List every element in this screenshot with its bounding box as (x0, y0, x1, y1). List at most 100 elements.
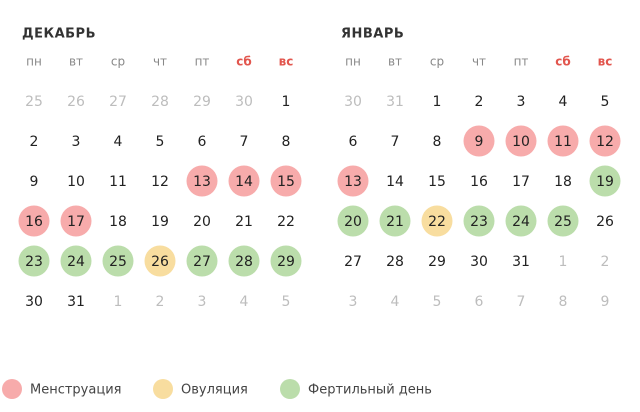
day: 26 (596, 214, 614, 230)
day-highlight (463, 125, 495, 157)
legend-swatch (2, 379, 22, 399)
legend-label: Менструация (30, 383, 121, 398)
day-highlight (421, 205, 453, 237)
day-highlight (186, 245, 218, 277)
day: 21 (235, 214, 253, 230)
weekday: вс (598, 55, 613, 69)
day: 21 (386, 214, 404, 230)
day: 10 (67, 174, 85, 190)
day-highlight (60, 205, 92, 237)
day: 1 (114, 294, 123, 310)
legend-swatch (153, 379, 173, 399)
weekday: вт (69, 55, 83, 69)
legend-swatch (280, 379, 300, 399)
day: 18 (109, 214, 127, 230)
day: 7 (517, 294, 526, 310)
day: 30 (25, 294, 43, 310)
day-highlight (186, 165, 218, 197)
day: 7 (391, 134, 400, 150)
day: 27 (344, 254, 362, 270)
day: 31 (67, 294, 85, 310)
legend-label: Овуляция (181, 383, 248, 398)
day: 22 (428, 214, 446, 230)
day-highlight (505, 205, 537, 237)
day: 30 (344, 94, 362, 110)
day: 26 (67, 94, 85, 110)
weekday: пт (195, 55, 210, 69)
day: 31 (386, 94, 404, 110)
day: 17 (512, 174, 530, 190)
day: 17 (67, 214, 85, 230)
weekday: вс (279, 55, 294, 69)
day: 1 (559, 254, 568, 270)
day: 19 (596, 174, 614, 190)
day: 5 (156, 134, 165, 150)
day-highlight (60, 245, 92, 277)
day: 2 (156, 294, 165, 310)
weekday: чт (472, 55, 486, 69)
day: 10 (512, 134, 530, 150)
day: 27 (109, 94, 127, 110)
day-highlight (18, 245, 50, 277)
day: 18 (554, 174, 572, 190)
day: 14 (235, 174, 253, 190)
day: 29 (193, 94, 211, 110)
day: 5 (282, 294, 291, 310)
day: 28 (151, 94, 169, 110)
day: 27 (193, 254, 211, 270)
day: 20 (193, 214, 211, 230)
day: 1 (433, 94, 442, 110)
day-highlight (547, 125, 579, 157)
day: 8 (559, 294, 568, 310)
day-highlight (379, 205, 411, 237)
day: 15 (277, 174, 295, 190)
day: 30 (470, 254, 488, 270)
weekday: ср (111, 55, 125, 69)
weekday: чт (153, 55, 167, 69)
day: 28 (386, 254, 404, 270)
day-highlight (589, 125, 621, 157)
day: 6 (475, 294, 484, 310)
day: 2 (601, 254, 610, 270)
day-highlight (270, 165, 302, 197)
day-highlight (547, 205, 579, 237)
day: 4 (559, 94, 568, 110)
day: 14 (386, 174, 404, 190)
day: 31 (512, 254, 530, 270)
day-highlight (589, 165, 621, 197)
month-title: ЯНВАРЬ (341, 27, 404, 42)
day: 9 (601, 294, 610, 310)
day: 4 (240, 294, 249, 310)
day: 3 (517, 94, 526, 110)
day: 4 (114, 134, 123, 150)
day: 8 (282, 134, 291, 150)
day-highlight (228, 165, 260, 197)
weekday: сб (236, 55, 252, 69)
day: 12 (151, 174, 169, 190)
weekday: вт (388, 55, 402, 69)
day: 8 (433, 134, 442, 150)
day: 7 (240, 134, 249, 150)
weekday: пн (26, 55, 42, 69)
day: 5 (433, 294, 442, 310)
day: 23 (25, 254, 43, 270)
day: 26 (151, 254, 169, 270)
day: 9 (475, 134, 484, 150)
weekday: пн (345, 55, 361, 69)
day-highlight (144, 245, 176, 277)
day: 6 (349, 134, 358, 150)
day: 25 (109, 254, 127, 270)
day-highlight (18, 205, 50, 237)
day: 13 (344, 174, 362, 190)
day: 16 (470, 174, 488, 190)
day-highlight (337, 165, 369, 197)
day: 1 (282, 94, 291, 110)
day-highlight (228, 245, 260, 277)
day: 2 (475, 94, 484, 110)
day: 3 (349, 294, 358, 310)
day: 12 (596, 134, 614, 150)
day: 30 (235, 94, 253, 110)
day-highlight (505, 125, 537, 157)
day: 25 (25, 94, 43, 110)
